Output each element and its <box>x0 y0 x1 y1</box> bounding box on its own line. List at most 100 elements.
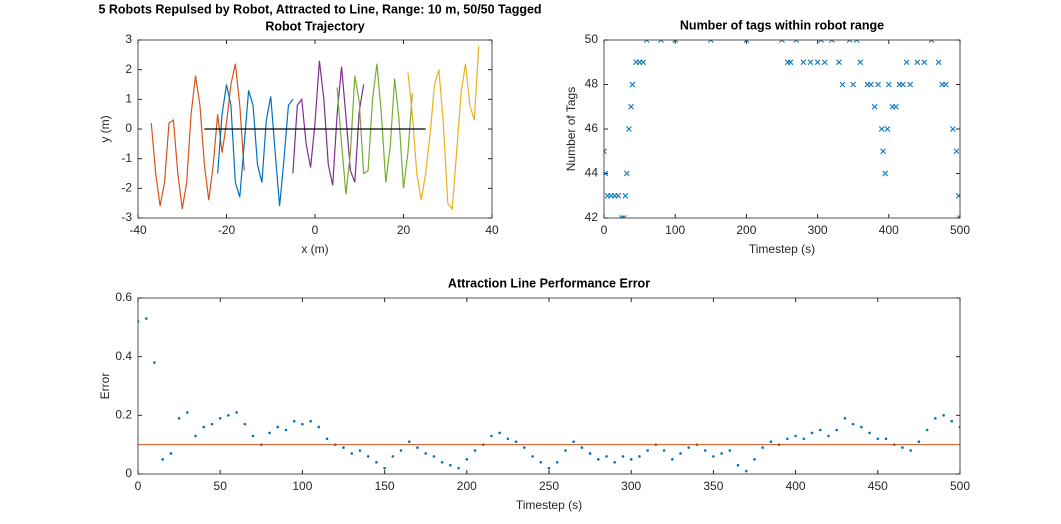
data-point <box>671 458 674 461</box>
data-point <box>547 466 551 470</box>
data-point <box>564 449 567 452</box>
data-point <box>917 440 921 444</box>
plot-area <box>150 45 480 211</box>
data-point <box>407 440 411 444</box>
y-axis-label: Number of Tags <box>564 87 578 172</box>
data-point <box>769 440 773 444</box>
data-point <box>679 452 682 455</box>
data-point <box>903 59 910 66</box>
data-point <box>950 419 954 423</box>
y-tick-label: 48 <box>585 77 599 91</box>
data-point <box>473 449 477 452</box>
data-point <box>743 40 750 43</box>
data-point <box>942 414 945 417</box>
data-point <box>161 458 164 461</box>
y-tick-label: -3 <box>121 210 132 224</box>
data-point <box>662 449 666 452</box>
data-point <box>309 419 312 423</box>
data-point <box>850 81 857 88</box>
data-point <box>921 59 928 66</box>
data-point <box>900 81 906 88</box>
data-point <box>498 431 501 435</box>
data-point <box>572 440 575 444</box>
data-point <box>186 411 189 414</box>
data-point <box>235 411 238 414</box>
data-point <box>621 215 627 218</box>
data-point <box>449 463 452 467</box>
x-tick-label: 500 <box>950 223 970 237</box>
x-axis-label: Timestep (s) <box>749 242 815 256</box>
y-tick-label: 46 <box>585 121 599 135</box>
x-tick-label: 250 <box>539 479 559 493</box>
data-point <box>622 192 629 199</box>
data-point <box>640 59 647 66</box>
data-point <box>399 449 403 452</box>
data-point <box>325 437 329 441</box>
data-point <box>276 425 280 429</box>
x-tick-label: 150 <box>375 479 395 493</box>
data-point <box>953 148 960 155</box>
data-point <box>210 422 214 426</box>
data-point <box>194 434 197 438</box>
data-point <box>955 192 960 199</box>
axes-box <box>603 39 961 219</box>
data-point <box>907 81 914 88</box>
data-point <box>744 469 748 473</box>
x-tick-label: 300 <box>808 223 828 237</box>
x-tick-label: 400 <box>786 479 806 493</box>
axes: Number of tags within robot range Timeste… <box>564 18 970 256</box>
data-point <box>807 59 814 66</box>
data-point <box>853 40 860 43</box>
x-tick-label: 0 <box>135 479 142 493</box>
data-point <box>935 59 942 66</box>
y-axis-label: y (m) <box>98 115 112 142</box>
data-point <box>818 428 822 432</box>
data-point <box>626 126 632 132</box>
data-point <box>857 59 864 66</box>
data-point <box>707 40 714 43</box>
data-point <box>736 463 740 467</box>
data-point <box>375 460 378 464</box>
data-point <box>366 455 370 458</box>
data-point <box>202 425 206 429</box>
data-point <box>350 452 354 455</box>
data-point <box>836 59 842 66</box>
data-point <box>868 81 874 88</box>
data-point <box>957 215 960 218</box>
data-point <box>621 455 625 458</box>
data-point <box>672 40 679 43</box>
data-point <box>802 437 806 441</box>
data-point <box>555 460 559 464</box>
data-point <box>643 40 650 43</box>
data-point <box>391 455 395 458</box>
data-point <box>301 422 304 426</box>
axes-box <box>137 297 961 475</box>
x-tick-label: -40 <box>129 223 147 237</box>
data-point <box>818 40 825 43</box>
data-point <box>218 416 222 420</box>
data-point <box>839 81 846 88</box>
data-point <box>885 81 892 88</box>
data-point <box>786 437 789 441</box>
data-point <box>878 126 885 132</box>
data-point <box>884 126 891 132</box>
data-point <box>629 81 636 88</box>
data-point <box>761 446 765 449</box>
x-tick-label: -20 <box>218 223 236 237</box>
series-line <box>336 63 413 195</box>
x-tick-label: 100 <box>665 223 685 237</box>
data-point <box>871 103 878 110</box>
x-tick-label: 200 <box>736 223 756 237</box>
data-point <box>613 460 617 464</box>
x-tick-label: 20 <box>397 223 411 237</box>
y-tick-label: 2 <box>125 62 132 76</box>
y-tick-label: 0.2 <box>115 408 132 422</box>
data-point <box>703 449 707 452</box>
data-point <box>523 446 526 449</box>
data-point <box>531 455 534 458</box>
chart-title: Robot Trajectory <box>265 19 364 33</box>
y-tick-label: 0 <box>125 121 132 135</box>
data-point <box>251 434 255 438</box>
data-point <box>827 434 830 438</box>
data-point <box>846 40 853 43</box>
